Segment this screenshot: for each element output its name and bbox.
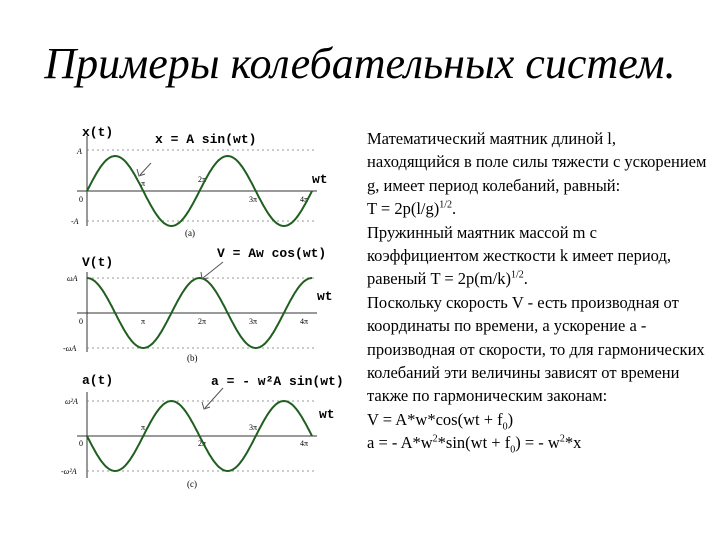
panel-b-xtick-4: 4π bbox=[300, 317, 308, 326]
panel-c-ylabel: a(t) bbox=[82, 373, 113, 388]
panel-a-origin: 0 bbox=[79, 195, 83, 204]
panel-c-origin: 0 bbox=[79, 439, 83, 448]
panel-c-xtick-1: π bbox=[141, 423, 145, 432]
eq2-part-b: *sin(wt + f bbox=[437, 433, 511, 453]
panel-a-xlabel: wt bbox=[312, 172, 328, 187]
eq2-part-c: ) = - w bbox=[515, 433, 560, 453]
panel-c-equation: a = - w²A sin(wt) bbox=[211, 374, 344, 389]
eq1-sub: 0 bbox=[502, 421, 508, 433]
eq2-sup1: 2 bbox=[432, 433, 438, 445]
panel-c-xtick-2: 2π bbox=[198, 439, 206, 448]
formula-math-pendulum-period: T = 2p(l/g)1/2. bbox=[367, 197, 712, 220]
spring-text: Пружинный маятник массой m с коэффициент… bbox=[367, 222, 671, 289]
panel-b-ytick-bottom: -ωA bbox=[63, 344, 76, 353]
panel-b-xlabel: wt bbox=[317, 289, 333, 304]
panel-c-pointer bbox=[201, 387, 224, 410]
panel-velocity: V(t) V = Aw cos(wt) ωA -ωA 0 π 2π 3π 4π … bbox=[63, 246, 333, 363]
panel-acceleration: a(t) a = - w²A sin(wt) ω²A -ω²A 0 π 2π 3… bbox=[61, 373, 344, 489]
paragraph-spring-pendulum: Пружинный маятник массой m с коэффициент… bbox=[367, 221, 712, 291]
panel-a-ylabel: x(t) bbox=[82, 125, 113, 140]
formula-main: T = 2p(l/g) bbox=[367, 199, 440, 219]
eq2-sub: 0 bbox=[510, 444, 516, 456]
equation-acceleration: a = - A*w2*sin(wt + f0) = - w2*x bbox=[367, 431, 712, 456]
panel-b-pointer bbox=[200, 261, 224, 280]
panel-a-xtick-2: 2π bbox=[198, 175, 206, 184]
paragraph-math-pendulum: Математический маятник длиной l, находящ… bbox=[367, 129, 707, 195]
spring-sup: 1/2 bbox=[510, 269, 524, 281]
panel-b-curve bbox=[86, 276, 313, 350]
panel-displacement: x(t) x = A sin(wt) A -A 0 π 2π 3π 4π wt … bbox=[71, 125, 328, 238]
panel-a-caption: (a) bbox=[185, 228, 195, 238]
eq1-part-b: ) bbox=[507, 409, 514, 429]
panel-a-ytick-bottom: -A bbox=[71, 217, 79, 226]
panel-b-xtick-1: π bbox=[141, 317, 145, 326]
panel-b-ytick-top: ωA bbox=[67, 274, 78, 283]
panel-b-ylabel: V(t) bbox=[82, 255, 113, 270]
formula-end: . bbox=[452, 199, 457, 219]
equation-velocity: V = A*w*cos(wt + f0) bbox=[367, 408, 712, 433]
panel-b-xtick-3: 3π bbox=[249, 317, 257, 326]
panel-c-curve bbox=[86, 399, 313, 473]
explanation-text: Математический маятник длиной l, находящ… bbox=[367, 127, 712, 455]
panel-c-caption: (c) bbox=[187, 479, 197, 489]
panel-a-ytick-top: A bbox=[76, 147, 82, 156]
panel-b-caption: (b) bbox=[187, 353, 198, 363]
panel-b-origin: 0 bbox=[79, 317, 83, 326]
panel-a-equation: x = A sin(wt) bbox=[155, 132, 256, 147]
panel-c-ytick-bottom: -ω²A bbox=[61, 467, 77, 476]
panel-a-xtick-3: 3π bbox=[249, 195, 257, 204]
panel-a-pointer bbox=[136, 162, 152, 177]
panel-a-xtick-4: 4π bbox=[300, 195, 308, 204]
formula-sup: 1/2 bbox=[439, 199, 453, 211]
paragraph-derivatives: Поскольку скорость V - есть производная … bbox=[367, 292, 705, 406]
eq1-part-a: V = A*w*cos(wt + f bbox=[367, 409, 503, 429]
eq2-part-d: *x bbox=[564, 433, 582, 453]
panel-b-xtick-2: 2π bbox=[198, 317, 206, 326]
eq2-sup2: 2 bbox=[559, 433, 565, 445]
panel-c-ytick-top: ω²A bbox=[65, 397, 78, 406]
panel-c-xtick-4: 4π bbox=[300, 439, 308, 448]
panel-a-xtick-1: π bbox=[141, 179, 145, 188]
slide-title: Примеры колебательных систем. bbox=[44, 39, 676, 88]
panel-c-xtick-3: 3π bbox=[249, 423, 257, 432]
oscillation-graphs: x(t) x = A sin(wt) A -A 0 π 2π 3π 4π wt … bbox=[61, 125, 344, 489]
panel-b-equation: V = Aw cos(wt) bbox=[217, 246, 326, 261]
eq2-part-a: a = - A*w bbox=[367, 433, 433, 453]
panel-c-xlabel: wt bbox=[319, 407, 335, 422]
spring-end: . bbox=[523, 269, 528, 289]
panel-a-curve bbox=[86, 154, 313, 228]
